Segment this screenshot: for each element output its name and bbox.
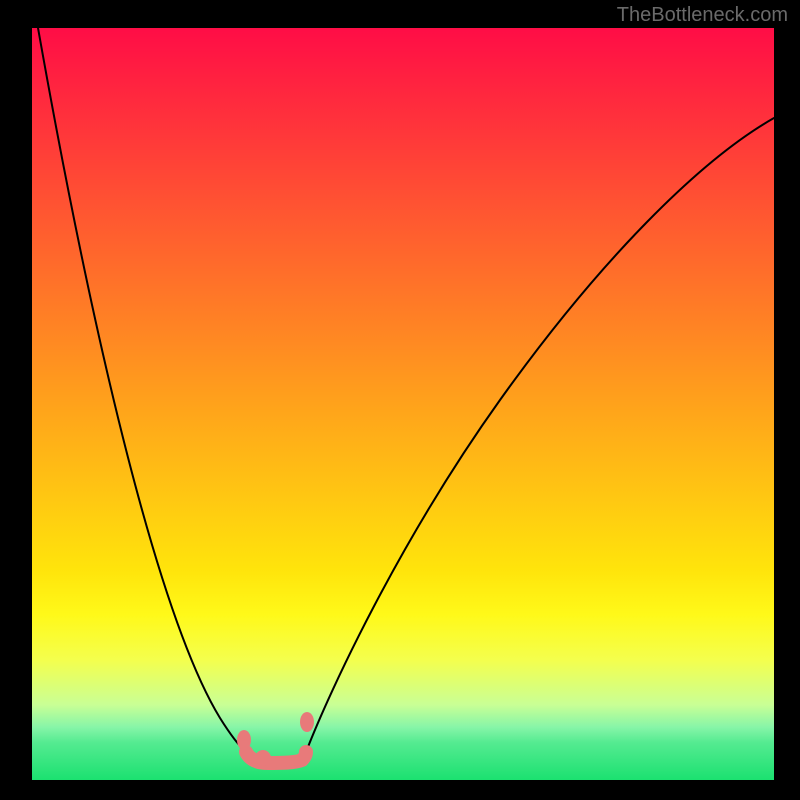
chart-container: TheBottleneck.com (0, 0, 800, 800)
curve-path (246, 752, 306, 763)
curve-layer (32, 28, 774, 780)
curve-endpoint-blob (237, 730, 251, 750)
curve-endpoint-blob (300, 712, 314, 732)
curve-path (38, 28, 246, 752)
plot-gradient-area (32, 28, 774, 780)
curve-endpoint-blob (255, 750, 271, 766)
curve-path (306, 118, 774, 752)
watermark-text: TheBottleneck.com (617, 4, 788, 27)
